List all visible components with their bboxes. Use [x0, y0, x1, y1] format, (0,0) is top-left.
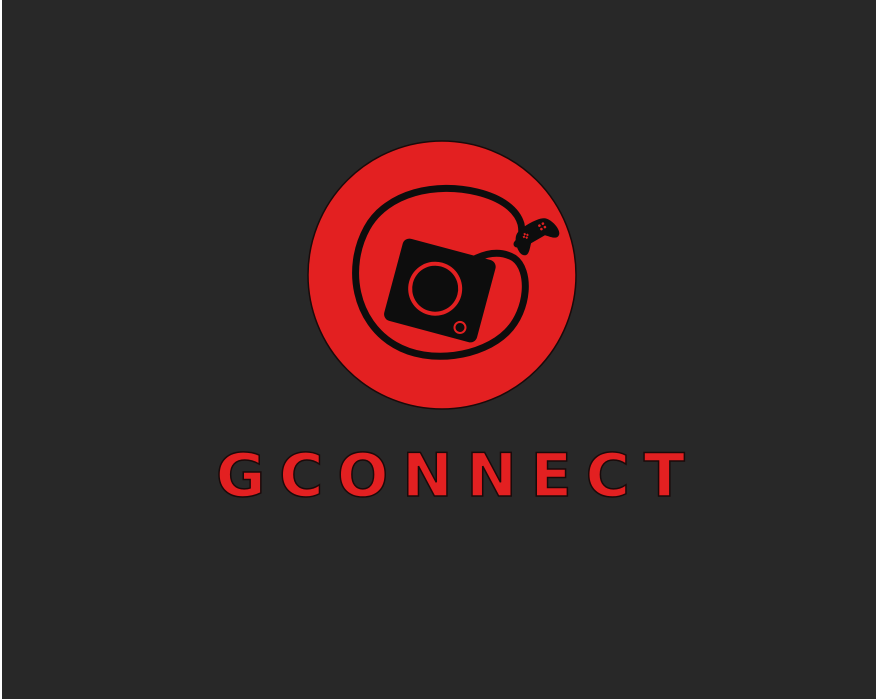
brand-wordmark: GCONNECT [215, 441, 699, 511]
camera-controller-logo-icon [307, 140, 577, 410]
